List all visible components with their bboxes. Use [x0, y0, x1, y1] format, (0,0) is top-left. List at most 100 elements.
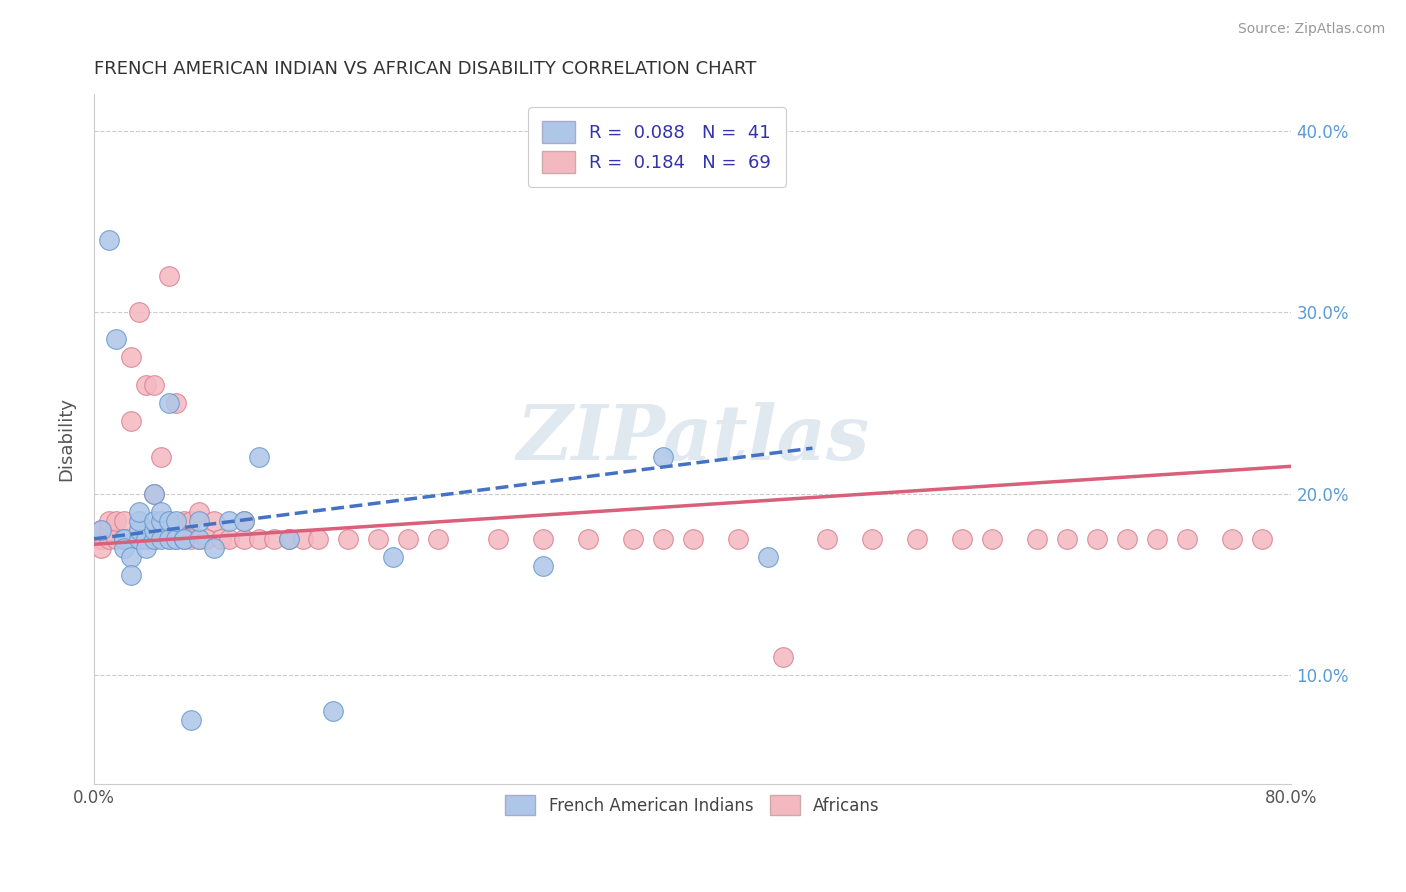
Point: [142, 532, 165, 546]
Point: [950, 532, 973, 546]
Point: [128, 505, 150, 519]
Point: [165, 532, 187, 546]
Point: [112, 514, 135, 528]
Point: [128, 532, 150, 546]
Point: [173, 514, 195, 528]
Point: [105, 514, 128, 528]
Point: [128, 514, 150, 528]
Point: [142, 377, 165, 392]
Point: [1250, 532, 1272, 546]
Point: [90, 532, 112, 546]
Point: [756, 549, 779, 564]
Point: [337, 532, 360, 546]
Point: [157, 532, 180, 546]
Point: [218, 514, 240, 528]
Legend: French American Indians, Africans: French American Indians, Africans: [498, 787, 889, 823]
Point: [682, 532, 704, 546]
Point: [128, 523, 150, 537]
Point: [1085, 532, 1108, 546]
Point: [112, 532, 135, 546]
Point: [157, 514, 180, 528]
Point: [981, 532, 1004, 546]
Point: [90, 523, 112, 537]
Point: [218, 532, 240, 546]
Point: [232, 514, 254, 528]
Point: [157, 532, 180, 546]
Point: [120, 568, 142, 582]
Point: [195, 532, 218, 546]
Point: [112, 532, 135, 546]
Point: [860, 532, 883, 546]
Point: [90, 541, 112, 555]
Point: [187, 514, 209, 528]
Point: [120, 414, 142, 428]
Point: [202, 541, 225, 555]
Point: [142, 486, 165, 500]
Point: [150, 532, 173, 546]
Point: [90, 532, 112, 546]
Point: [157, 396, 180, 410]
Point: [90, 523, 112, 537]
Point: [187, 532, 209, 546]
Point: [187, 532, 209, 546]
Point: [120, 351, 142, 365]
Point: [128, 532, 150, 546]
Point: [247, 532, 270, 546]
Point: [135, 532, 157, 546]
Point: [135, 532, 157, 546]
Point: [128, 532, 150, 546]
Text: FRENCH AMERICAN INDIAN VS AFRICAN DISABILITY CORRELATION CHART: FRENCH AMERICAN INDIAN VS AFRICAN DISABI…: [94, 60, 756, 78]
Point: [576, 532, 599, 546]
Point: [486, 532, 509, 546]
Point: [232, 532, 254, 546]
Point: [263, 532, 285, 546]
Point: [621, 532, 644, 546]
Point: [1056, 532, 1078, 546]
Point: [112, 532, 135, 546]
Point: [187, 505, 209, 519]
Point: [105, 532, 128, 546]
Text: ZIPatlas: ZIPatlas: [516, 402, 869, 476]
Point: [150, 505, 173, 519]
Point: [180, 713, 202, 727]
Point: [1220, 532, 1243, 546]
Point: [150, 450, 173, 465]
Point: [1115, 532, 1137, 546]
Point: [157, 268, 180, 283]
Point: [1026, 532, 1049, 546]
Point: [97, 514, 120, 528]
Point: [142, 532, 165, 546]
Point: [173, 532, 195, 546]
Point: [180, 514, 202, 528]
Point: [308, 532, 330, 546]
Point: [135, 377, 157, 392]
Point: [292, 532, 315, 546]
Point: [531, 559, 554, 574]
Point: [382, 549, 405, 564]
Point: [128, 305, 150, 319]
Point: [165, 532, 187, 546]
Point: [142, 486, 165, 500]
Point: [367, 532, 389, 546]
Point: [105, 332, 128, 346]
Point: [1175, 532, 1198, 546]
Point: [165, 396, 187, 410]
Point: [727, 532, 749, 546]
Point: [772, 649, 794, 664]
Point: [150, 514, 173, 528]
Point: [173, 532, 195, 546]
Point: [651, 532, 673, 546]
Point: [180, 532, 202, 546]
Point: [142, 523, 165, 537]
Point: [905, 532, 928, 546]
Point: [120, 549, 142, 564]
Point: [427, 532, 450, 546]
Point: [277, 532, 299, 546]
Point: [202, 514, 225, 528]
Point: [97, 532, 120, 546]
Point: [97, 523, 120, 537]
Point: [531, 532, 554, 546]
Point: [322, 704, 344, 718]
Point: [142, 532, 165, 546]
Point: [232, 514, 254, 528]
